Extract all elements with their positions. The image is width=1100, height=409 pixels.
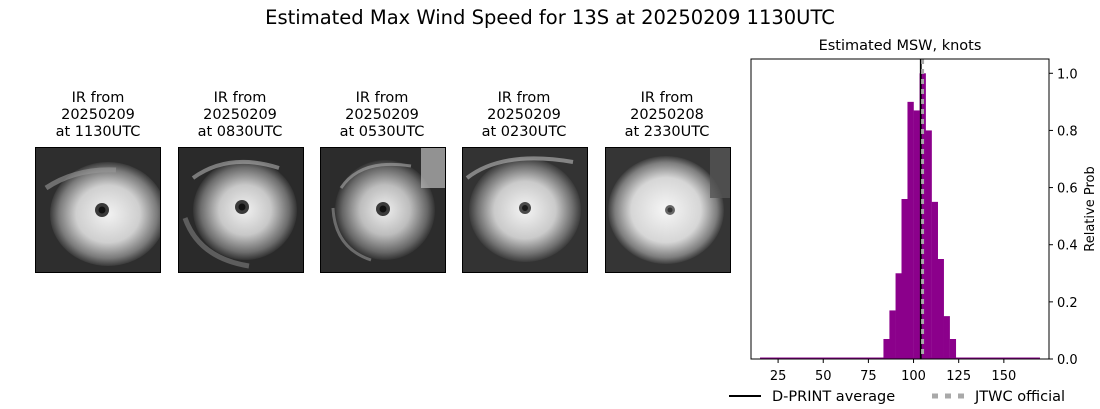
histogram-bar-8 bbox=[925, 130, 932, 359]
x-tick-label: 25 bbox=[770, 369, 787, 384]
y-tick-label: 1.0 bbox=[1057, 67, 1078, 82]
histogram-bar-5 bbox=[907, 101, 914, 359]
x-tick-label: 75 bbox=[860, 369, 877, 384]
y-tick-label: 0.0 bbox=[1057, 353, 1078, 368]
histogram-bar-6 bbox=[913, 110, 920, 359]
plot-frame bbox=[750, 58, 1050, 360]
ir-panel-2-line3: at 0830UTC bbox=[197, 124, 283, 140]
ir-panel-title-3: IR from 20250209 at 0530UTC bbox=[307, 90, 457, 141]
x-tick-label: 150 bbox=[991, 369, 1016, 384]
y-axis-ticks: 0.0 0.2 0.4 0.6 0.8 1.0 bbox=[1049, 67, 1078, 368]
histogram-bar-7 bbox=[919, 73, 926, 360]
ir-panel-title-5: IR from 20250208 at 2330UTC bbox=[592, 90, 742, 141]
histogram-bar-4 bbox=[901, 199, 908, 359]
ir-image-2 bbox=[178, 147, 304, 273]
ir-panel-2-line1: IR from bbox=[213, 90, 267, 106]
x-axis-ticks: 25 50 75 100 125 150 bbox=[770, 359, 1016, 384]
histogram-bar-10 bbox=[937, 259, 944, 359]
legend-jtwc-label: JTWC official bbox=[974, 389, 1065, 405]
histogram-bar-9 bbox=[931, 201, 938, 359]
x-tick-label: 50 bbox=[815, 369, 832, 384]
histogram-bars bbox=[760, 73, 1040, 360]
figure-title: Estimated Max Wind Speed for 13S at 2025… bbox=[265, 6, 835, 29]
x-tick-label: 100 bbox=[901, 369, 926, 384]
ir-image-4 bbox=[462, 147, 588, 273]
ir-panel-title-1: IR from 20250209 at 1130UTC bbox=[23, 90, 173, 141]
ir-image-1 bbox=[35, 147, 161, 273]
ir-panel-1-line1: IR from bbox=[71, 90, 125, 106]
ir-panel-3-line1: IR from bbox=[355, 90, 409, 106]
ir-panel-5-line1: IR from bbox=[640, 90, 694, 106]
ir-panel-title-2: IR from 20250209 at 0830UTC bbox=[165, 90, 315, 141]
histogram-bar-11 bbox=[943, 316, 950, 359]
ir-panel-title-4: IR from 20250209 at 0230UTC bbox=[449, 90, 599, 141]
histogram-bar-1 bbox=[883, 339, 890, 359]
ir-image-5 bbox=[605, 147, 731, 273]
ir-panel-5-line3: at 2330UTC bbox=[624, 124, 710, 140]
ir-panel-4-line1: IR from bbox=[497, 90, 551, 106]
y-tick-label: 0.6 bbox=[1057, 182, 1078, 197]
histogram-bar-12 bbox=[949, 339, 957, 359]
ir-panel-1-line3: at 1130UTC bbox=[55, 124, 141, 140]
ir-panel-2-line2: 20250209 bbox=[203, 107, 277, 123]
legend: D-PRINT average JTWC official bbox=[729, 389, 1065, 405]
ir-panel-5-line2: 20250208 bbox=[630, 107, 704, 123]
ir-panel-4-line3: at 0230UTC bbox=[481, 124, 567, 140]
x-tick-label: 125 bbox=[946, 369, 971, 384]
histogram-bar-3 bbox=[895, 273, 902, 359]
y-tick-label: 0.4 bbox=[1057, 239, 1078, 254]
y-tick-label: 0.8 bbox=[1057, 124, 1078, 139]
ir-panel-3-line3: at 0530UTC bbox=[339, 124, 425, 140]
ir-panel-1-line2: 20250209 bbox=[61, 107, 135, 123]
y-tick-label: 0.2 bbox=[1057, 296, 1078, 311]
histogram-bar-2 bbox=[889, 310, 896, 359]
y-axis-label: Relative Prob bbox=[1083, 166, 1098, 251]
ir-panel-4-line2: 20250209 bbox=[487, 107, 561, 123]
ir-panel-3-line2: 20250209 bbox=[345, 107, 419, 123]
chart-title: Estimated MSW, knots bbox=[819, 38, 982, 54]
reference-lines bbox=[919, 59, 925, 359]
ir-image-3 bbox=[320, 147, 446, 273]
legend-dprint-label: D-PRINT average bbox=[772, 389, 895, 405]
